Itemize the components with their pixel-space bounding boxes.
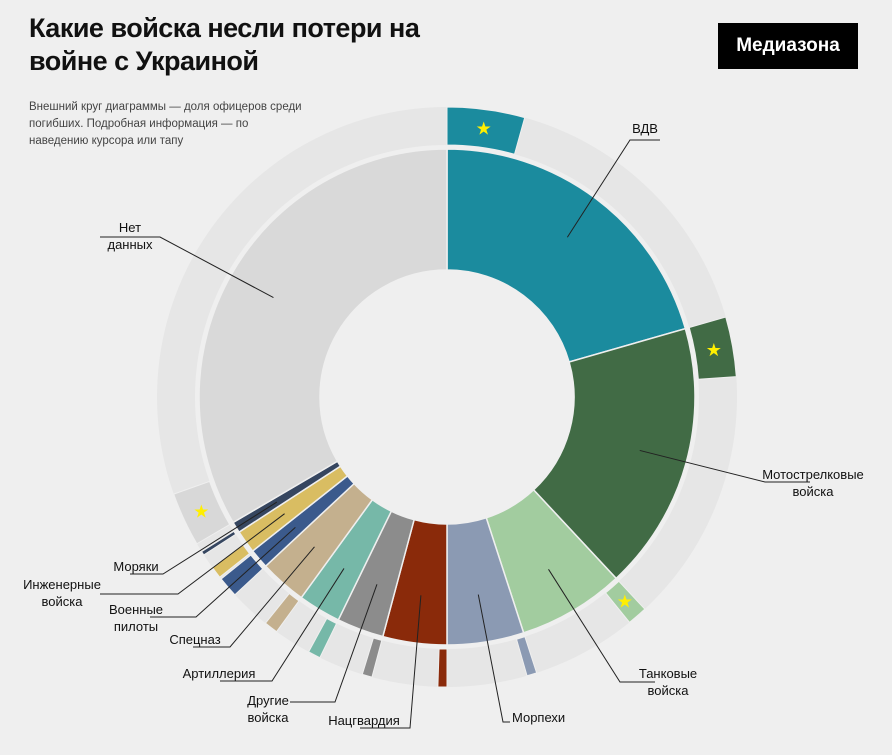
slice-label-0: ВДВ bbox=[632, 121, 658, 136]
slice-label-3: Морпехи bbox=[512, 710, 565, 725]
leader-line-0 bbox=[566, 139, 660, 238]
leader-line-3 bbox=[477, 594, 510, 723]
slice-label-8: Военные пилоты bbox=[109, 602, 163, 634]
mediazona-logo[interactable]: Медиазона bbox=[718, 23, 858, 69]
chart-subtitle: Внешний круг диаграммы — доля офицеров с… bbox=[29, 101, 302, 147]
slice-label-10: Моряки bbox=[113, 559, 158, 574]
leader-line-2 bbox=[548, 569, 655, 683]
officer-slice-7[interactable] bbox=[264, 592, 300, 633]
slice-label-5: Другие войска bbox=[247, 693, 289, 725]
leader-line-1 bbox=[639, 449, 810, 483]
officer-slice-3[interactable] bbox=[515, 636, 538, 677]
slice-label-1: Мотострелковые войска bbox=[762, 467, 864, 499]
slice-label-11: Нет данных bbox=[107, 220, 153, 252]
slice-0[interactable] bbox=[446, 148, 687, 363]
officer-slice-6[interactable] bbox=[307, 617, 338, 659]
officer-slice-5[interactable] bbox=[361, 637, 383, 678]
officer-slice-10[interactable] bbox=[200, 530, 237, 556]
leader-line-4 bbox=[360, 595, 422, 729]
slice-label-9: Инженерные войска bbox=[23, 577, 101, 609]
officer-slice-11[interactable] bbox=[173, 480, 231, 545]
chart-title: Какие войска несли потери на войне с Укр… bbox=[29, 13, 420, 76]
slice-1[interactable] bbox=[532, 327, 696, 580]
star-icon: ★ bbox=[706, 340, 722, 360]
leader-line-6 bbox=[220, 568, 345, 682]
star-icon: ★ bbox=[193, 501, 209, 521]
officer-slice-0[interactable] bbox=[446, 106, 526, 155]
officer-slice-2[interactable] bbox=[604, 580, 646, 624]
star-icon: ★ bbox=[476, 118, 492, 138]
leader-line-7 bbox=[193, 546, 315, 648]
leader-line-5 bbox=[290, 584, 378, 703]
leader-line-8 bbox=[150, 527, 296, 618]
officer-slice-1[interactable] bbox=[688, 316, 737, 380]
leader-line-10 bbox=[130, 501, 278, 575]
leader-line-11 bbox=[100, 236, 274, 299]
slice-label-7: Спецназ bbox=[169, 632, 220, 647]
slice-label-6: Артиллерия bbox=[183, 666, 256, 681]
star-icon: ★ bbox=[617, 592, 633, 612]
slice-label-2: Танковые войска bbox=[639, 666, 697, 698]
officer-slice-4[interactable] bbox=[437, 648, 448, 688]
slice-label-4: Нацгвардия bbox=[328, 713, 400, 728]
slice-11[interactable] bbox=[198, 148, 448, 524]
leader-line-9 bbox=[100, 513, 285, 595]
